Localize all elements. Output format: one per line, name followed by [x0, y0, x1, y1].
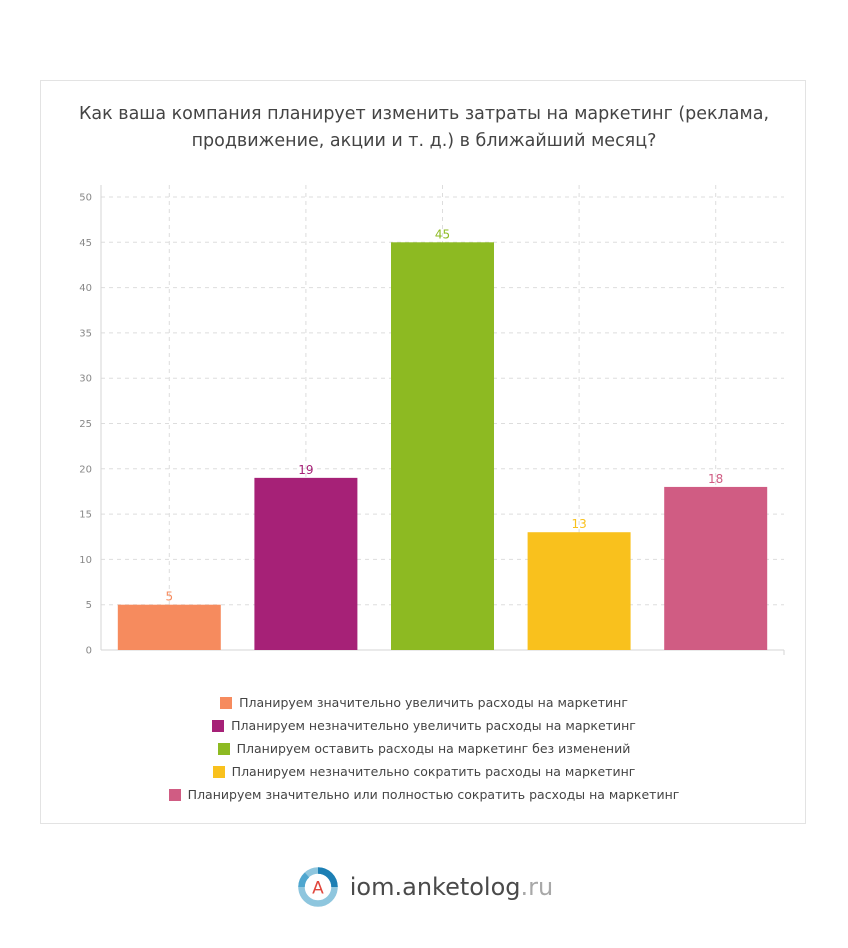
y-tick-label: 45 [79, 238, 92, 249]
y-tick-label: 0 [86, 646, 92, 657]
anketolog-logo-icon: A [298, 867, 338, 907]
legend-item[interactable]: Планируем оставить расходы на маркетинг … [0, 737, 848, 760]
legend-label: Планируем оставить расходы на маркетинг … [236, 741, 631, 756]
y-tick-label: 30 [79, 374, 92, 385]
y-tick-label: 25 [79, 419, 92, 430]
chart-title: Как ваша компания планирует изменить зат… [0, 101, 848, 155]
logo-letter: A [312, 879, 324, 899]
legend-item[interactable]: Планируем значительно увеличить расходы … [0, 691, 848, 714]
legend-swatch [217, 742, 230, 755]
footer-logo[interactable]: A iom.anketolog.ru [0, 864, 848, 910]
legend-label: Планируем значительно увеличить расходы … [239, 695, 628, 710]
legend-swatch [212, 719, 225, 732]
brand-tld: .ru [520, 873, 554, 901]
bar-chart: 0 5 10 15 20 25 30 35 40 45 50 5 19 45 13 18 [79, 185, 785, 657]
bar [391, 242, 494, 651]
bar-value-label: 45 [435, 227, 450, 241]
bar-value-label: 19 [298, 463, 313, 477]
legend-label: Планируем незначительно сократить расход… [231, 764, 636, 779]
chart-title-line-2: продвижение, акции и т. д.) в ближайший … [191, 131, 657, 151]
legend-item[interactable]: Планируем незначительно сократить расход… [0, 760, 848, 783]
legend-swatch [168, 788, 181, 801]
bar-value-label: 18 [708, 472, 723, 486]
y-tick-label: 5 [86, 600, 92, 611]
bar [117, 604, 221, 650]
legend-item[interactable]: Планируем незначительно увеличить расход… [0, 714, 848, 737]
legend-item[interactable]: Планируем значительно или полностью сокр… [0, 783, 848, 806]
legend-label: Планируем значительно или полностью сокр… [187, 787, 680, 802]
y-tick-label: 35 [79, 328, 92, 339]
y-tick-label: 50 [79, 193, 92, 204]
legend-label: Планируем незначительно увеличить расход… [231, 718, 636, 733]
legend-swatch [212, 765, 225, 778]
y-tick-label: 15 [79, 510, 92, 521]
chart-title-line-1: Как ваша компания планирует изменить зат… [78, 104, 770, 124]
y-tick-label: 20 [79, 464, 92, 475]
bar-value-label: 5 [165, 590, 173, 604]
y-tick-label: 10 [79, 555, 92, 566]
bar [254, 477, 358, 650]
y-tick-label: 40 [79, 283, 92, 294]
bar-value-label: 13 [571, 517, 586, 531]
bar [527, 532, 631, 650]
legend-swatch [220, 696, 233, 709]
bar [664, 486, 768, 650]
chart-legend: Планируем значительно увеличить расходы … [0, 691, 848, 806]
brand-domain: iom.anketolog [349, 873, 521, 901]
brand-name: iom.anketolog.ru [350, 873, 553, 901]
